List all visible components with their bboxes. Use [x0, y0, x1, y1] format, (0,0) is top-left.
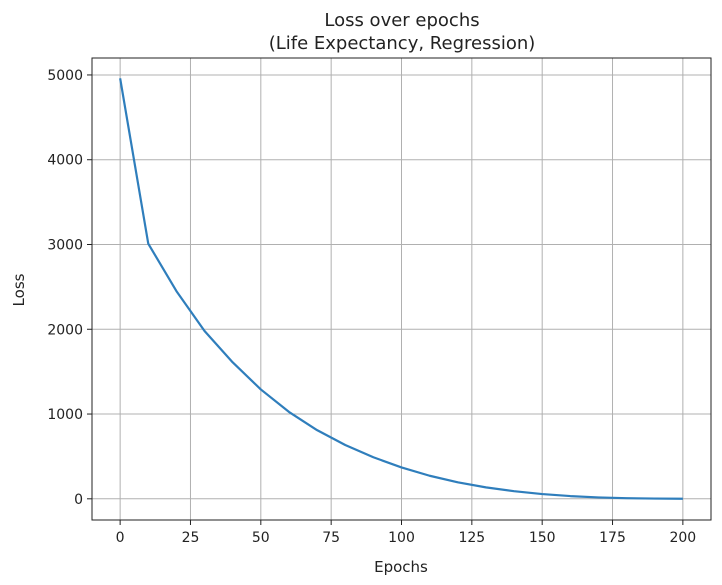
tick-labels: 0 25 50 75 100 125 150 175 200010002000300040005…: [47, 68, 696, 546]
y-tick-label: 0: [74, 492, 83, 508]
y-tick-label: 1000: [47, 407, 83, 423]
y-tick-label: 5000: [47, 68, 83, 84]
x-tick-label: 125: [458, 530, 485, 546]
y-tick-label: 2000: [47, 322, 83, 338]
x-tick-label: 75: [322, 530, 340, 546]
tick-marks: [87, 74, 684, 525]
loss-series-line: [119, 78, 683, 500]
chart-title: Loss over epochs: [324, 10, 479, 31]
grid-lines: [92, 58, 711, 520]
plot-area-frame: [91, 57, 712, 521]
x-tick-label: 150: [529, 530, 556, 546]
x-axis-label: Epochs: [374, 558, 428, 576]
y-tick-label: 3000: [47, 237, 83, 253]
x-tick-label: 200: [669, 530, 696, 546]
y-tick-label: 4000: [47, 153, 83, 169]
x-tick-label: 0: [116, 530, 125, 546]
y-axis-label: Loss: [10, 273, 28, 306]
chart-subtitle: (Life Expectancy, Regression): [269, 33, 536, 54]
x-tick-label: 25: [182, 530, 200, 546]
x-tick-label: 100: [388, 530, 415, 546]
x-tick-label: 50: [252, 530, 270, 546]
x-tick-label: 175: [599, 530, 626, 546]
